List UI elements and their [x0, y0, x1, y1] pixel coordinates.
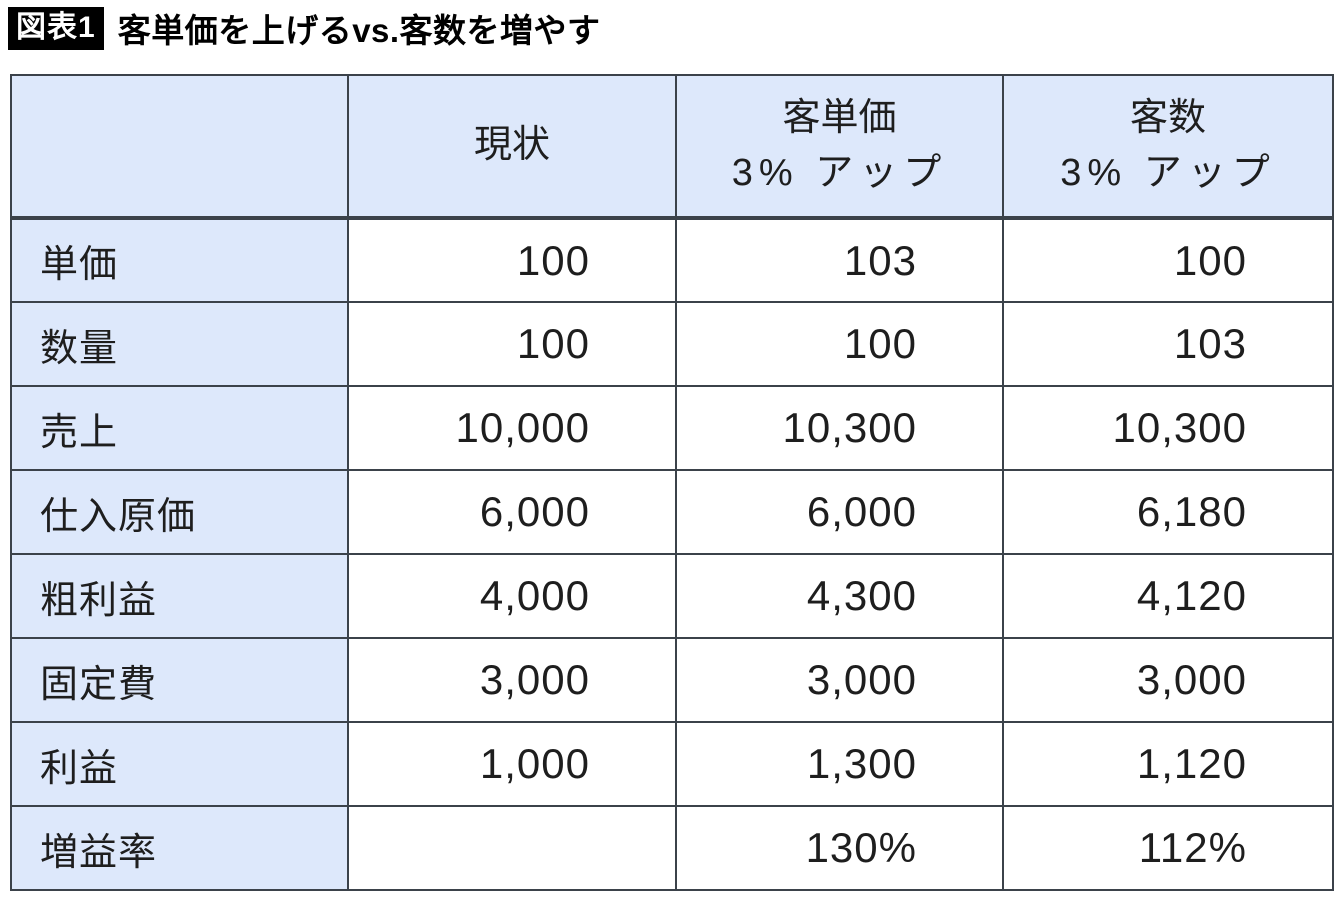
value-cell: 103 — [675, 217, 1004, 303]
table-header: 現状 客単価 3% アップ 客数 3% アップ — [10, 74, 1334, 220]
row-label: 粗利益 — [10, 553, 349, 639]
comparison-table: 現状 客単価 3% アップ 客数 3% アップ 単価 100 103 100 — [10, 74, 1334, 891]
value-cell: 100 — [347, 217, 677, 303]
value-cell: 6,000 — [675, 469, 1004, 555]
table-row: 固定費 3,000 3,000 3,000 — [10, 637, 1334, 723]
table-row: 増益率 130% 112% — [10, 805, 1334, 891]
table-row: 売上 10,000 10,300 10,300 — [10, 385, 1334, 471]
row-label: 利益 — [10, 721, 349, 807]
header-label-line1: 客単価 — [782, 96, 897, 139]
value-cell: 1,120 — [1002, 721, 1334, 807]
value-cell: 1,300 — [675, 721, 1004, 807]
value-cell: 130% — [675, 805, 1004, 891]
value-cell: 3,000 — [1002, 637, 1334, 723]
value-cell: 100 — [675, 301, 1004, 387]
row-label: 単価 — [10, 217, 349, 303]
row-label: 売上 — [10, 385, 349, 471]
header-label-line2: 3% アップ — [1060, 152, 1276, 194]
header-cell-customer-count-up: 客数 3% アップ — [1002, 74, 1334, 220]
value-cell: 3,000 — [347, 637, 677, 723]
table-row: 数量 100 100 103 — [10, 301, 1334, 387]
figure-header: 図表1 客単価を上げるvs.客数を増やす — [8, 6, 1332, 50]
value-cell: 112% — [1002, 805, 1334, 891]
header-cell-current: 現状 — [347, 74, 677, 220]
value-cell: 3,000 — [675, 637, 1004, 723]
header-label-line2: 3% アップ — [731, 152, 948, 194]
table-row: 粗利益 4,000 4,300 4,120 — [10, 553, 1334, 639]
value-cell: 4,300 — [675, 553, 1004, 639]
value-cell: 1,000 — [347, 721, 677, 807]
value-cell: 4,120 — [1002, 553, 1334, 639]
header-label: 現状 — [473, 124, 550, 167]
value-cell: 103 — [1002, 301, 1334, 387]
value-cell: 10,300 — [1002, 385, 1334, 471]
header-cell-empty — [10, 74, 349, 220]
figure-title: 客単価を上げるvs.客数を増やす — [117, 12, 601, 49]
value-cell — [347, 805, 677, 891]
value-cell: 100 — [347, 301, 677, 387]
value-cell: 4,000 — [347, 553, 677, 639]
table-row: 仕入原価 6,000 6,000 6,180 — [10, 469, 1334, 555]
header-label-line1: 客数 — [1129, 96, 1206, 139]
value-cell: 6,000 — [347, 469, 677, 555]
table-body: 単価 100 103 100 数量 100 100 103 売上 10,000 … — [10, 217, 1334, 891]
row-label: 仕入原価 — [10, 469, 349, 555]
value-cell: 100 — [1002, 217, 1334, 303]
table-row: 単価 100 103 100 — [10, 217, 1334, 303]
value-cell: 6,180 — [1002, 469, 1334, 555]
row-label: 固定費 — [10, 637, 349, 723]
header-cell-unit-price-up: 客単価 3% アップ — [675, 74, 1004, 220]
figure-container: 図表1 客単価を上げるvs.客数を増やす 現状 客単価 3% アップ 客数 3%… — [8, 6, 1334, 891]
row-label: 数量 — [10, 301, 349, 387]
figure-number-badge: 図表1 — [8, 6, 104, 50]
value-cell: 10,000 — [347, 385, 677, 471]
row-label: 増益率 — [10, 805, 349, 891]
table-row: 利益 1,000 1,300 1,120 — [10, 721, 1334, 807]
header-row: 現状 客単価 3% アップ 客数 3% アップ — [10, 74, 1334, 220]
value-cell: 10,300 — [675, 385, 1004, 471]
